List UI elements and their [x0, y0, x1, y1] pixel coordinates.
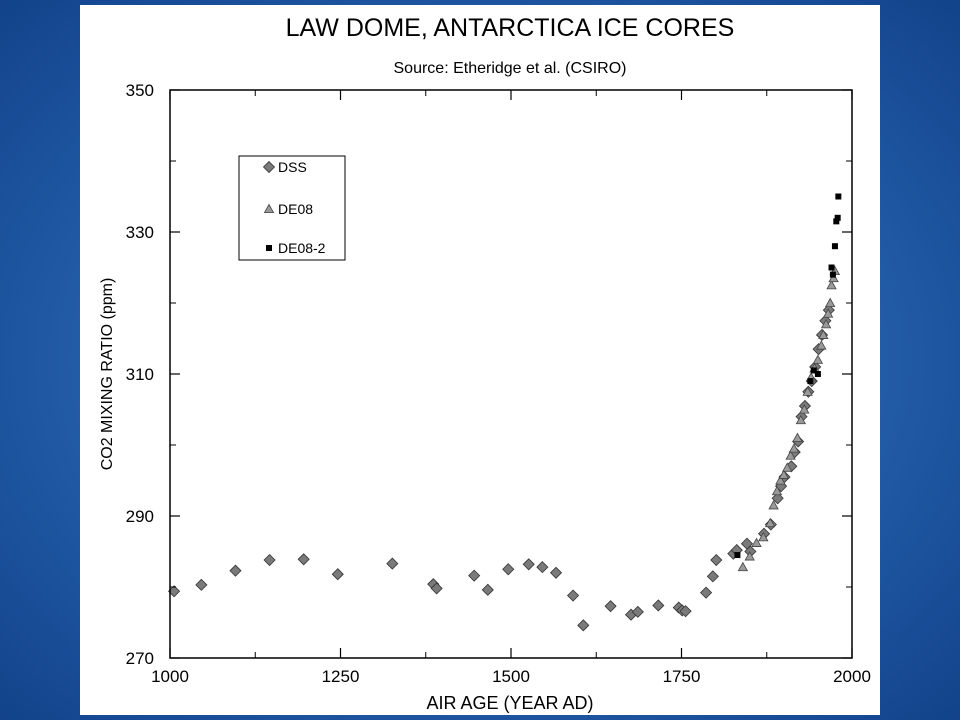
data-point-15	[566, 589, 580, 602]
data-point-5	[829, 271, 836, 278]
legend-label-2: DE08-2	[278, 240, 326, 256]
data-point-25	[828, 272, 839, 283]
data-point-11	[502, 563, 515, 576]
data-point-6	[386, 557, 399, 570]
legend-marker-0	[262, 160, 276, 174]
data-point-4	[828, 264, 835, 271]
x-tick-label-4: 2000	[833, 667, 871, 686]
y-tick-label-2: 310	[126, 365, 154, 384]
data-point-4	[764, 517, 776, 528]
data-point-9	[468, 569, 481, 582]
data-point-13	[536, 561, 549, 574]
data-point-1	[744, 551, 755, 561]
data-point-33	[771, 492, 784, 505]
data-point-8	[834, 214, 841, 221]
data-point-18	[812, 354, 824, 364]
data-point-12	[792, 432, 803, 442]
data-point-4	[297, 553, 310, 566]
legend: DSS DE08 DE08-2	[238, 155, 346, 261]
y-tick-label-1: 290	[126, 507, 154, 526]
legend-item-0: DSS	[262, 159, 307, 175]
series-de08	[737, 265, 841, 572]
data-point-14	[549, 566, 563, 579]
data-point-2	[810, 367, 817, 374]
data-point-9	[782, 462, 793, 472]
scatter-chart: LAW DOME, ANTARCTICA ICE CORES Source: E…	[99, 14, 871, 713]
legend-marker-1	[263, 203, 275, 214]
x-tick-label-3: 1750	[663, 667, 701, 686]
data-point-1	[195, 578, 208, 591]
data-point-24	[826, 279, 837, 290]
data-point-7	[775, 475, 786, 485]
chart-title: LAW DOME, ANTARCTICA ICE CORES	[286, 14, 735, 42]
data-point-15	[802, 386, 813, 396]
data-point-8	[778, 469, 789, 479]
data-point-6	[771, 485, 783, 496]
data-point-0	[734, 552, 741, 559]
data-point-10	[481, 583, 494, 596]
data-point-5	[768, 500, 779, 510]
legend-marker-2	[266, 245, 272, 251]
data-point-12	[522, 558, 535, 571]
y-tick-label-0: 270	[126, 649, 154, 668]
data-point-19	[816, 340, 827, 350]
x-tick-label-0: 1000	[151, 667, 189, 686]
x-tick-labels: 1000 1250 1500 1750 2000	[151, 667, 871, 686]
data-point-22	[822, 308, 834, 318]
y-tick-label-4: 350	[126, 81, 154, 100]
data-point-14	[799, 404, 810, 414]
legend-label-1: DE08	[278, 201, 313, 217]
axis-ticks	[169, 89, 853, 659]
data-point-25	[706, 570, 719, 583]
data-point-2	[751, 537, 762, 547]
legend-label-0: DSS	[278, 159, 307, 175]
data-point-5	[331, 568, 344, 581]
data-point-26	[710, 553, 723, 567]
y-tick-label-3: 330	[126, 223, 154, 242]
data-point-1	[807, 378, 814, 385]
x-axis-label: AIR AGE (YEAR AD)	[426, 693, 593, 713]
data-point-23	[824, 297, 836, 308]
data-point-10	[785, 450, 796, 460]
chart-subtitle: Source: Etheridge et al. (CSIRO)	[394, 60, 627, 77]
series-de08-2	[734, 193, 842, 559]
x-tick-label-2: 1500	[492, 667, 530, 686]
data-points	[168, 193, 842, 632]
data-point-3	[263, 553, 276, 567]
data-point-9	[835, 193, 842, 200]
series-dss	[168, 304, 835, 632]
data-point-7	[833, 218, 840, 225]
x-tick-label-1: 1250	[322, 667, 360, 686]
data-point-6	[831, 243, 838, 250]
chart-panel: LAW DOME, ANTARCTICA ICE CORES Source: E…	[80, 5, 880, 715]
data-point-2	[229, 564, 242, 577]
legend-item-1: DE08	[263, 201, 313, 217]
data-point-19	[631, 605, 644, 618]
legend-item-2: DE08-2	[266, 240, 326, 256]
data-point-17	[604, 600, 617, 613]
data-point-24	[699, 586, 713, 599]
data-point-20	[652, 599, 665, 612]
y-tick-labels: 270 290 310 330 350	[126, 81, 154, 668]
data-point-3	[758, 531, 769, 542]
data-point-3	[814, 371, 821, 377]
data-point-13	[795, 414, 807, 425]
data-point-21	[820, 318, 832, 329]
data-point-20	[818, 329, 829, 339]
data-point-0	[737, 561, 749, 572]
data-point-8	[430, 582, 443, 595]
legend-box	[238, 155, 346, 261]
data-point-23	[679, 605, 692, 618]
data-point-16	[577, 619, 590, 632]
y-axis-label: CO2 MIXING RATIO (ppm)	[99, 278, 116, 471]
data-point-11	[788, 443, 800, 453]
